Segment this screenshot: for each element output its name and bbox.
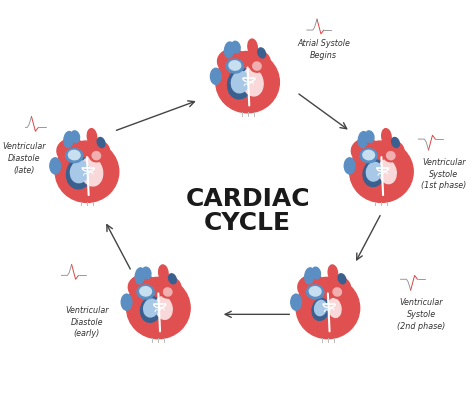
Ellipse shape: [225, 42, 234, 58]
Ellipse shape: [321, 329, 334, 337]
Ellipse shape: [242, 68, 263, 96]
Ellipse shape: [135, 268, 145, 284]
Ellipse shape: [351, 139, 382, 164]
Ellipse shape: [382, 129, 391, 145]
Ellipse shape: [250, 60, 264, 72]
Ellipse shape: [55, 141, 119, 202]
Ellipse shape: [71, 131, 80, 143]
Ellipse shape: [325, 276, 350, 299]
Ellipse shape: [87, 129, 97, 145]
Ellipse shape: [298, 275, 328, 300]
Text: Ventricular
Systole
(1st phase): Ventricular Systole (1st phase): [421, 158, 466, 190]
Ellipse shape: [384, 149, 398, 162]
Ellipse shape: [358, 132, 368, 148]
Ellipse shape: [159, 265, 168, 281]
Ellipse shape: [315, 300, 327, 316]
Ellipse shape: [127, 277, 190, 339]
Ellipse shape: [50, 158, 61, 174]
Ellipse shape: [344, 158, 355, 174]
Ellipse shape: [97, 137, 105, 147]
Ellipse shape: [231, 71, 249, 93]
Text: Ventricular
Diastole
(early): Ventricular Diastole (early): [65, 306, 109, 339]
Ellipse shape: [258, 48, 265, 58]
Ellipse shape: [253, 62, 261, 70]
Ellipse shape: [350, 141, 413, 202]
Ellipse shape: [392, 137, 399, 147]
Ellipse shape: [140, 287, 152, 296]
Ellipse shape: [333, 288, 341, 296]
Ellipse shape: [89, 149, 103, 162]
Ellipse shape: [328, 265, 337, 281]
Text: Ventricular
Diastole
(late): Ventricular Diastole (late): [3, 142, 46, 175]
Ellipse shape: [338, 274, 346, 284]
Ellipse shape: [232, 41, 240, 53]
Ellipse shape: [142, 267, 151, 279]
Ellipse shape: [84, 140, 109, 162]
Ellipse shape: [307, 285, 324, 299]
Ellipse shape: [92, 152, 100, 160]
Ellipse shape: [164, 288, 172, 296]
Ellipse shape: [245, 51, 270, 73]
Ellipse shape: [365, 131, 374, 143]
Ellipse shape: [57, 139, 87, 164]
Ellipse shape: [363, 160, 385, 186]
Ellipse shape: [248, 39, 257, 55]
Ellipse shape: [218, 49, 247, 74]
Ellipse shape: [226, 59, 244, 73]
Ellipse shape: [121, 294, 132, 310]
Ellipse shape: [128, 275, 158, 300]
Ellipse shape: [169, 274, 176, 284]
Ellipse shape: [379, 160, 396, 184]
Ellipse shape: [241, 103, 253, 112]
Ellipse shape: [328, 299, 341, 318]
Ellipse shape: [68, 150, 80, 160]
Text: Ventricular
Systole
(2nd phase): Ventricular Systole (2nd phase): [397, 298, 446, 331]
Ellipse shape: [312, 267, 320, 279]
Ellipse shape: [151, 329, 164, 337]
Ellipse shape: [155, 297, 172, 319]
Ellipse shape: [310, 287, 321, 296]
Ellipse shape: [64, 132, 73, 148]
Ellipse shape: [80, 193, 93, 201]
Ellipse shape: [161, 286, 175, 298]
Ellipse shape: [387, 152, 395, 160]
Ellipse shape: [71, 161, 89, 183]
Ellipse shape: [210, 68, 221, 84]
Ellipse shape: [291, 294, 301, 310]
Ellipse shape: [216, 51, 279, 113]
Ellipse shape: [137, 285, 155, 299]
Text: CYCLE: CYCLE: [204, 211, 291, 235]
Ellipse shape: [363, 150, 374, 160]
Ellipse shape: [81, 158, 103, 186]
Ellipse shape: [140, 297, 162, 322]
Ellipse shape: [65, 149, 83, 163]
Ellipse shape: [144, 299, 158, 317]
Ellipse shape: [66, 158, 93, 189]
Ellipse shape: [305, 268, 314, 284]
Ellipse shape: [296, 277, 360, 339]
Ellipse shape: [374, 193, 387, 201]
Ellipse shape: [312, 299, 329, 320]
Text: Atrial Systole
Begins: Atrial Systole Begins: [297, 39, 350, 60]
Ellipse shape: [156, 276, 181, 299]
Ellipse shape: [379, 140, 404, 162]
Ellipse shape: [228, 68, 253, 99]
Text: CARDIAC: CARDIAC: [185, 188, 310, 211]
Ellipse shape: [330, 286, 344, 298]
Ellipse shape: [360, 149, 377, 163]
Ellipse shape: [229, 61, 241, 70]
Ellipse shape: [366, 162, 382, 181]
